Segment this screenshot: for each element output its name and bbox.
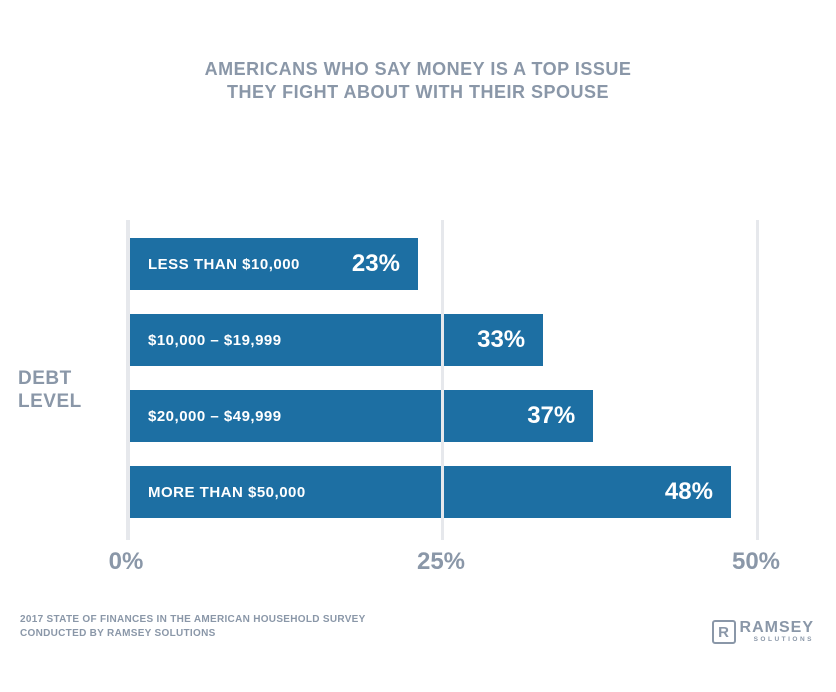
chart-title-line1: AMERICANS WHO SAY MONEY IS A TOP ISSUE: [0, 58, 836, 81]
bar: LESS THAN $10,000 23%: [130, 238, 418, 290]
bar-label: MORE THAN $50,000: [148, 484, 306, 501]
logo-text-block: RAMSEY SOLUTIONS: [740, 621, 814, 642]
y-axis-line: [126, 220, 130, 540]
plot-area: LESS THAN $10,000 23% $10,000 – $19,999 33%…: [126, 220, 756, 540]
bar-value: 23%: [352, 250, 400, 278]
footer-line2: CONDUCTED BY RAMSEY SOLUTIONS: [20, 627, 366, 641]
y-axis-label-line1: DEBT: [18, 368, 82, 391]
gridline: [756, 220, 759, 540]
logo-mark-letter: R: [718, 624, 729, 641]
logo-subtext: SOLUTIONS: [740, 636, 814, 643]
logo-mark-icon: R: [712, 620, 736, 644]
x-axis-ticks: 0%25%50%: [126, 548, 756, 588]
bar-value: 33%: [477, 326, 525, 354]
footer-line1: 2017 STATE OF FINANCES IN THE AMERICAN H…: [20, 613, 366, 627]
chart-area: LESS THAN $10,000 23% $10,000 – $19,999 33%…: [126, 220, 756, 540]
bar: MORE THAN $50,000 48%: [130, 466, 731, 518]
bar-label: $20,000 – $49,999: [148, 408, 282, 425]
x-tick-label: 50%: [732, 548, 780, 576]
bar-label: $10,000 – $19,999: [148, 332, 282, 349]
source-footer: 2017 STATE OF FINANCES IN THE AMERICAN H…: [20, 613, 366, 640]
gridline: [441, 220, 444, 540]
bar: $10,000 – $19,999 33%: [130, 314, 543, 366]
bar: $20,000 – $49,999 37%: [130, 390, 593, 442]
ramsey-logo: R RAMSEY SOLUTIONS: [712, 620, 814, 644]
x-tick-label: 25%: [417, 548, 465, 576]
y-axis-label: DEBT LEVEL: [18, 368, 82, 414]
bar-value: 37%: [527, 402, 575, 430]
bar-label: LESS THAN $10,000: [148, 256, 300, 273]
y-axis-label-line2: LEVEL: [18, 391, 82, 414]
chart-title: AMERICANS WHO SAY MONEY IS A TOP ISSUE T…: [0, 58, 836, 105]
bar-value: 48%: [665, 478, 713, 506]
x-tick-label: 0%: [109, 548, 144, 576]
chart-title-line2: THEY FIGHT ABOUT WITH THEIR SPOUSE: [0, 81, 836, 104]
